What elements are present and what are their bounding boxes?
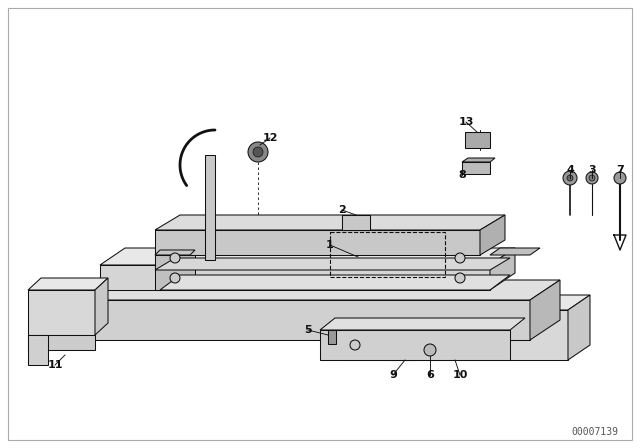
Polygon shape <box>490 248 515 290</box>
Text: 00007139: 00007139 <box>572 427 618 437</box>
Circle shape <box>170 253 180 263</box>
Bar <box>328 330 336 344</box>
Circle shape <box>170 273 180 283</box>
Polygon shape <box>465 132 490 148</box>
Circle shape <box>455 273 465 283</box>
Polygon shape <box>320 330 510 360</box>
Circle shape <box>425 320 435 330</box>
Polygon shape <box>342 215 370 230</box>
Polygon shape <box>80 300 530 340</box>
Circle shape <box>567 175 573 181</box>
Circle shape <box>248 142 268 162</box>
Polygon shape <box>155 255 195 290</box>
Polygon shape <box>100 248 515 265</box>
Polygon shape <box>155 250 195 255</box>
Polygon shape <box>568 295 590 360</box>
Polygon shape <box>462 158 495 162</box>
Text: 7: 7 <box>616 165 624 175</box>
Polygon shape <box>480 215 505 255</box>
Circle shape <box>589 175 595 181</box>
Polygon shape <box>155 230 480 255</box>
Polygon shape <box>100 265 490 290</box>
Text: 8: 8 <box>458 170 466 180</box>
Circle shape <box>253 147 263 157</box>
Circle shape <box>350 340 360 350</box>
Polygon shape <box>345 295 590 310</box>
Text: 1: 1 <box>326 240 334 250</box>
Polygon shape <box>28 278 108 290</box>
Text: 10: 10 <box>452 370 468 380</box>
Polygon shape <box>155 215 505 230</box>
Polygon shape <box>95 278 108 335</box>
Bar <box>342 215 370 230</box>
Text: 4: 4 <box>566 165 574 175</box>
Bar <box>330 232 445 277</box>
Text: 9: 9 <box>389 370 397 380</box>
Polygon shape <box>530 280 560 340</box>
Bar <box>28 335 48 365</box>
Text: 11: 11 <box>47 360 63 370</box>
Circle shape <box>563 171 577 185</box>
Polygon shape <box>205 155 215 260</box>
Polygon shape <box>345 310 568 360</box>
Circle shape <box>586 172 598 184</box>
Circle shape <box>455 253 465 263</box>
Circle shape <box>614 172 626 184</box>
Bar <box>462 162 490 174</box>
Text: 6: 6 <box>426 370 434 380</box>
Text: 3: 3 <box>588 165 596 175</box>
Circle shape <box>424 344 436 356</box>
Polygon shape <box>155 258 510 270</box>
Polygon shape <box>80 280 560 300</box>
Text: 5: 5 <box>304 325 312 335</box>
Text: 13: 13 <box>458 117 474 127</box>
Polygon shape <box>28 290 95 335</box>
Polygon shape <box>160 275 510 290</box>
Polygon shape <box>320 318 525 330</box>
Polygon shape <box>28 335 95 350</box>
Circle shape <box>515 320 525 330</box>
Text: 12: 12 <box>262 133 278 143</box>
Polygon shape <box>490 248 540 255</box>
Text: 2: 2 <box>338 205 346 215</box>
